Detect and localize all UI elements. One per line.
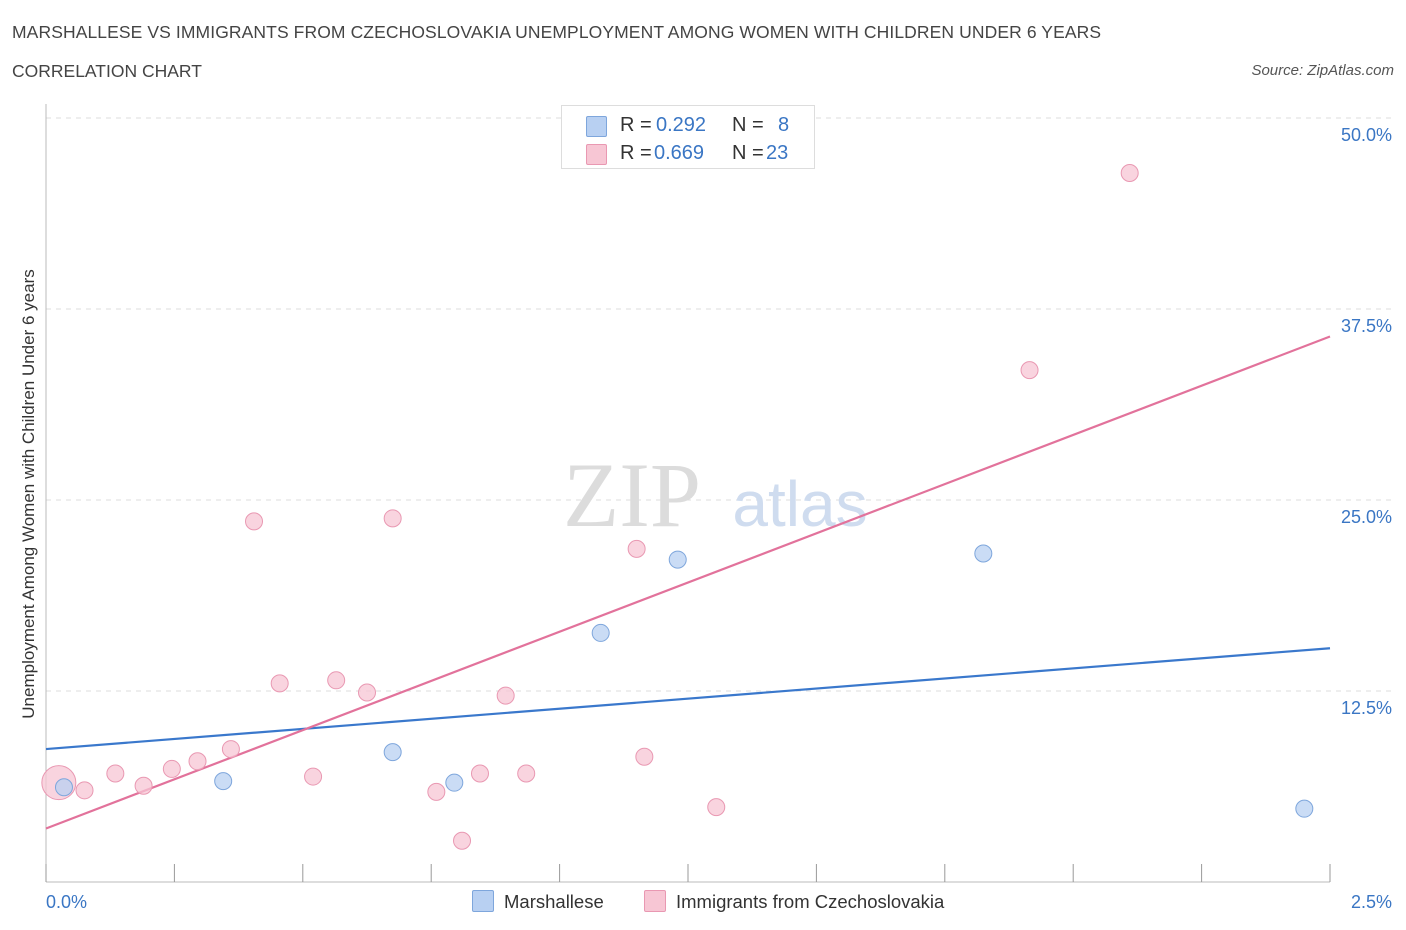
czechoslovakia-point <box>221 740 240 759</box>
czechoslovakia-point <box>627 539 646 558</box>
czechoslovakia-point <box>1120 164 1139 183</box>
czechoslovakia-point <box>427 782 446 801</box>
czechoslovakia-point <box>162 759 181 778</box>
grid-lines <box>46 117 1392 692</box>
source-credit: Source: ZipAtlas.com <box>1251 62 1394 79</box>
marshallese-point <box>668 550 687 569</box>
n-value: 8 <box>778 114 790 136</box>
y-tick-labels: 12.5% 25.0% 37.5% 50.0% <box>1341 125 1392 718</box>
chart-title: MARSHALLESE VS IMMIGRANTS FROM CZECHOSLO… <box>12 22 1102 42</box>
czechoslovakia-point <box>470 764 489 783</box>
marshallese-trend-line <box>45 647 1331 751</box>
legend-label-marshallese: Marshallese <box>504 891 604 912</box>
watermark: ZIP atlas <box>563 444 868 546</box>
czechoslovakia-point <box>134 776 153 795</box>
czechoslovakia-point <box>635 747 654 766</box>
marshallese-point <box>383 743 402 762</box>
y-axis-label: Unemployment Among Women with Children U… <box>19 269 38 718</box>
r-value: 0.669 <box>654 142 705 164</box>
stats-legend: R = 0.292 N = 8 R = 0.669 N = 23 <box>561 105 815 169</box>
czechoslovakia-point <box>304 767 323 786</box>
marshallese-point <box>54 778 73 797</box>
marshallese-legend-swatch <box>472 890 494 912</box>
r-label: R = <box>620 114 652 136</box>
marshallese-point <box>1295 799 1314 818</box>
czechoslovakia-point <box>453 831 472 850</box>
czechoslovakia-point <box>75 781 94 800</box>
czechoslovakia-point <box>106 764 125 783</box>
legend-item-czechoslovakia: Immigrants from Czechoslovakia <box>644 890 944 913</box>
czechoslovakia-point <box>517 764 536 783</box>
trend-lines <box>45 335 1331 830</box>
x-tick-label-max: 2.5% <box>1351 892 1392 912</box>
czechoslovakia-point <box>327 671 346 690</box>
czechoslovakia-legend-swatch <box>644 890 666 912</box>
marshallese-point <box>214 772 233 791</box>
r-value: 0.292 <box>656 114 707 136</box>
y-tick-label: 12.5% <box>1341 698 1392 718</box>
czechoslovakia-point <box>707 798 726 817</box>
data-points <box>41 164 1314 850</box>
legend-label-czechoslovakia: Immigrants from Czechoslovakia <box>676 891 945 912</box>
n-label: N = <box>732 142 764 164</box>
y-tick-label: 50.0% <box>1341 125 1392 145</box>
czechoslovakia-point <box>1020 361 1039 380</box>
y-tick-label: 25.0% <box>1341 507 1392 527</box>
chart-subtitle: CORRELATION CHART <box>12 61 202 81</box>
x-tick-labels: 0.0% 2.5% <box>46 892 1392 912</box>
czechoslovakia-point <box>245 512 264 531</box>
n-value: 23 <box>766 142 789 164</box>
legend-item-marshallese: Marshallese <box>472 890 604 913</box>
marshallese-swatch <box>586 116 607 137</box>
czechoslovakia-trend-line <box>45 335 1331 830</box>
marshallese-point <box>974 544 993 563</box>
czechoslovakia-point <box>188 752 207 771</box>
watermark-zip: ZIP <box>563 444 701 546</box>
watermark-atlas: atlas <box>732 468 867 540</box>
y-tick-label: 37.5% <box>1341 316 1392 336</box>
czechoslovakia-swatch <box>586 144 607 165</box>
r-label: R = <box>620 142 652 164</box>
axes <box>45 104 1331 883</box>
czechoslovakia-point <box>496 686 515 705</box>
x-tick-label-min: 0.0% <box>46 892 87 912</box>
czechoslovakia-point <box>358 683 376 702</box>
czechoslovakia-point <box>383 509 402 528</box>
czechoslovakia-point <box>270 674 289 693</box>
n-label: N = <box>732 114 764 136</box>
marshallese-point <box>445 773 464 792</box>
marshallese-point <box>591 623 610 642</box>
